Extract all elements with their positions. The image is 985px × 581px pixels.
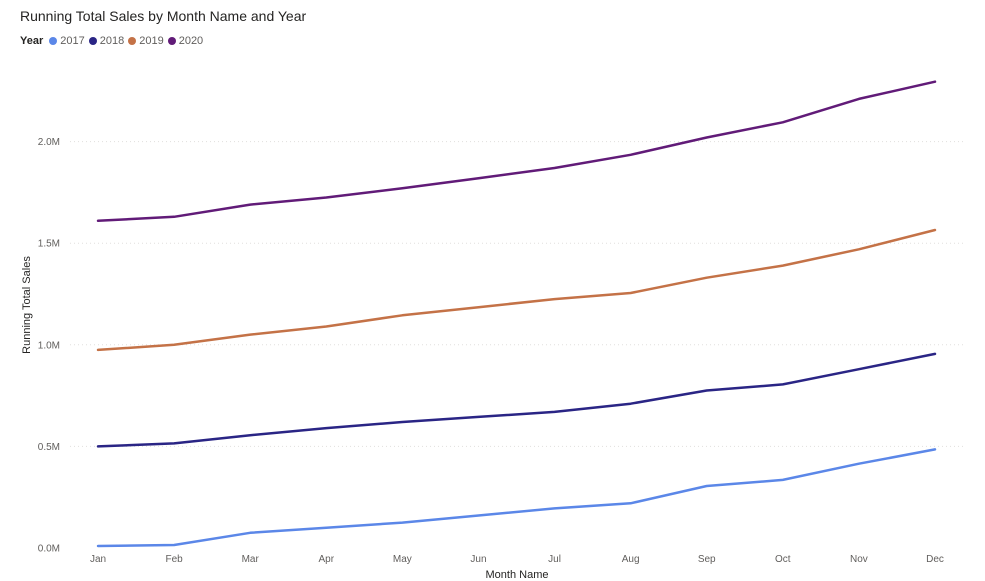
legend-label: 2019 xyxy=(139,35,164,47)
y-tick-label: 2.0M xyxy=(38,137,60,148)
x-tick-label: Apr xyxy=(318,554,334,565)
series-line-2019[interactable] xyxy=(96,228,937,352)
legend-label: 2018 xyxy=(99,35,125,47)
legend-item-2018[interactable]: 2018 xyxy=(88,35,125,47)
gridlines xyxy=(70,141,965,447)
x-tick-label: Jan xyxy=(90,554,106,565)
x-axis-ticks: Jan Feb Mar Apr May Jun Jul Aug Sep Oct Nov Dec xyxy=(90,554,944,565)
legend-marker-icon xyxy=(128,37,137,45)
legend-item-2020[interactable]: 2020 xyxy=(167,35,204,47)
y-tick-label: 1.0M xyxy=(38,340,60,351)
legend-item-2017[interactable]: 2017 xyxy=(49,35,85,47)
legend-marker-icon xyxy=(167,37,176,45)
y-axis-ticks: 0.0M 0.5M 1.0M 1.5M 2.0M xyxy=(38,137,60,554)
y-tick-label: 0.0M xyxy=(38,544,60,555)
y-tick-label: 1.5M xyxy=(38,239,60,250)
x-tick-label: Feb xyxy=(165,554,183,565)
legend-label: 2020 xyxy=(178,35,204,47)
legend-item-2019[interactable]: 2019 xyxy=(128,35,164,47)
legend-marker-icon xyxy=(88,37,97,45)
legend-marker-icon xyxy=(49,37,58,45)
x-tick-label: Jul xyxy=(548,554,561,565)
x-axis-label: Month Name xyxy=(486,569,549,581)
series-lines xyxy=(96,80,937,548)
x-tick-label: Dec xyxy=(926,554,944,565)
legend-title: Year xyxy=(20,35,44,47)
legend-items: 2017 2018 2019 2020 xyxy=(49,35,207,47)
x-tick-label: Mar xyxy=(242,554,260,565)
series-line-2020[interactable] xyxy=(96,80,937,223)
legend-label: 2017 xyxy=(60,35,85,47)
y-axis-label: Running Total Sales xyxy=(21,256,33,354)
chart-title: Running Total Sales by Month Name and Ye… xyxy=(20,8,307,24)
x-tick-label: Jun xyxy=(470,554,486,565)
x-tick-label: Nov xyxy=(850,554,868,565)
x-tick-label: Sep xyxy=(698,554,716,565)
series-line-2017[interactable] xyxy=(96,448,937,548)
y-tick-label: 0.5M xyxy=(38,442,60,453)
series-line-2018[interactable] xyxy=(96,352,937,448)
x-tick-label: May xyxy=(393,554,412,565)
x-tick-label: Oct xyxy=(775,554,791,565)
x-tick-label: Aug xyxy=(622,554,640,565)
legend: Year 2017 2018 2019 2020 xyxy=(20,35,207,47)
